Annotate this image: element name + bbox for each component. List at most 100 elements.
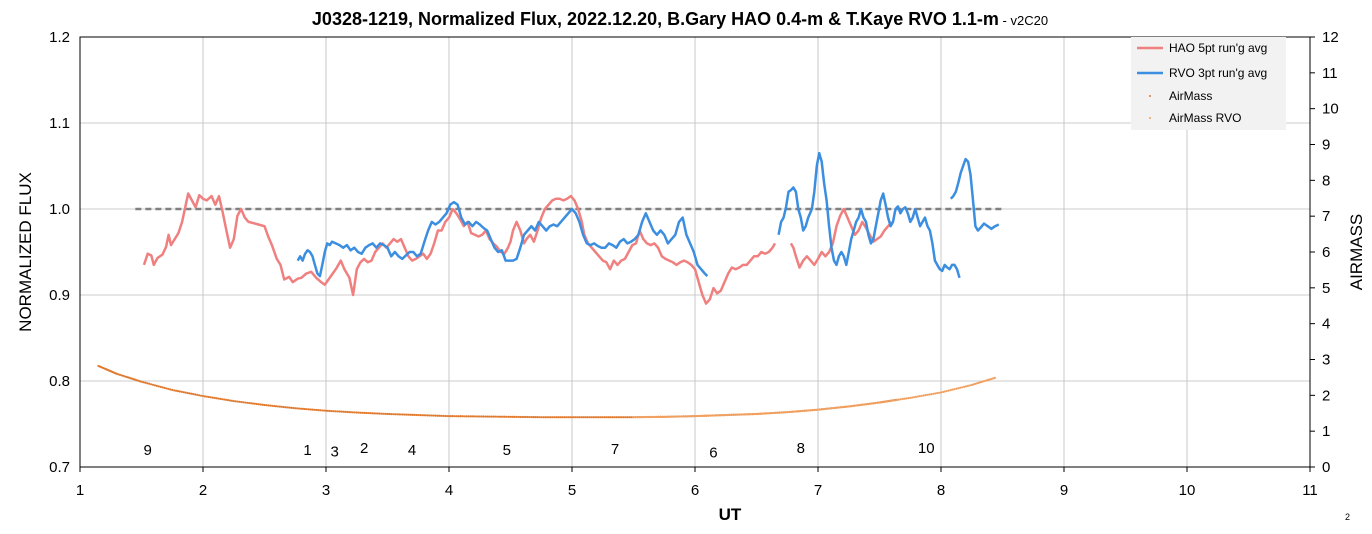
airmass-point	[803, 409, 806, 412]
airmass-point	[540, 416, 543, 419]
airmass-point	[199, 394, 203, 397]
airmass-point	[342, 410, 345, 413]
airmass-point	[653, 415, 656, 419]
airmass-point	[278, 405, 281, 408]
airmass-point	[290, 406, 293, 409]
annotation-labels: 9 1 3 2 4 5 7 6 8 10	[143, 440, 934, 461]
airmass-point	[555, 416, 558, 419]
airmass-point	[497, 415, 501, 418]
airmass-point	[434, 414, 437, 417]
x-tick-label: 8	[937, 482, 945, 499]
airmass-point	[749, 413, 752, 416]
airmass-point	[438, 414, 441, 417]
airmass-point	[740, 413, 743, 416]
airmass-point	[211, 396, 214, 399]
airmass-point	[716, 414, 720, 417]
airmass-point	[228, 399, 232, 402]
airmass-point	[378, 412, 381, 415]
y-tick-label: 0.7	[49, 459, 70, 476]
airmass-point	[826, 407, 829, 410]
airmass-point	[609, 416, 612, 419]
airmass-point	[415, 413, 418, 417]
airmass-point	[221, 398, 224, 401]
airmass-point	[849, 405, 852, 408]
airmass-point	[319, 409, 322, 412]
airmass-point	[780, 411, 783, 414]
airmass-point	[488, 415, 491, 418]
airmass-point	[880, 401, 883, 404]
airmass-point	[445, 414, 449, 418]
x-tick-label: 1	[76, 482, 84, 499]
airmass-point	[624, 416, 627, 419]
airmass-point	[557, 416, 560, 419]
airmass-point	[392, 413, 395, 416]
airmass-point	[611, 416, 614, 419]
airmass-point	[576, 416, 579, 419]
airmass-point	[472, 415, 476, 418]
airmass-point	[465, 415, 468, 418]
airmass-point	[248, 401, 251, 405]
airmass-point	[503, 415, 506, 418]
airmass-point	[519, 415, 522, 419]
airmass-point	[578, 416, 581, 419]
airmass-point	[280, 405, 283, 408]
airmass-point	[911, 396, 914, 399]
airmass-point	[743, 413, 747, 416]
airmass-point	[363, 411, 366, 414]
airmass-point	[372, 412, 376, 415]
airmass-point	[824, 407, 827, 410]
airmass-point	[595, 416, 599, 419]
airmass-point	[528, 415, 531, 419]
airmass-point	[693, 415, 697, 418]
legend-marker-airmass-rvo	[1149, 117, 1151, 119]
x-tick-label: 6	[691, 482, 699, 499]
airmass-point	[670, 415, 674, 418]
airmass-point	[150, 383, 153, 386]
y2-tick-label: 6	[1322, 244, 1330, 261]
airmass-point	[349, 411, 353, 414]
airmass-point	[217, 397, 220, 400]
airmass-point	[238, 400, 241, 403]
airmass-point	[361, 411, 364, 414]
airmass-point	[920, 394, 923, 397]
airmass-point	[140, 380, 143, 383]
legend-box	[1131, 37, 1286, 130]
airmass-point	[884, 400, 887, 403]
airmass-point	[161, 386, 164, 389]
airmass-point	[851, 404, 854, 408]
airmass-point	[680, 415, 683, 418]
airmass-point	[814, 408, 818, 411]
airmass-point	[711, 414, 714, 417]
airmass-point	[563, 416, 566, 419]
airmass-point	[788, 410, 791, 414]
airmass-point	[718, 414, 722, 417]
airmass-point	[786, 411, 789, 414]
airmass-point	[273, 404, 276, 408]
airmass-point	[888, 399, 891, 403]
airmass-layer	[97, 364, 996, 419]
airmass-point	[643, 415, 647, 419]
airmass-point	[838, 406, 841, 409]
airmass-point	[411, 413, 414, 416]
airmass-point	[947, 389, 950, 392]
airmass-point	[330, 409, 333, 413]
airmass-point	[271, 404, 274, 407]
airmass-point	[761, 412, 764, 415]
airmass-point	[461, 415, 464, 418]
rvo-flux-line	[296, 200, 709, 278]
airmass-point	[151, 383, 155, 386]
airmass-point	[705, 414, 708, 417]
airmass-point	[845, 405, 848, 408]
airmass-point	[567, 416, 570, 419]
airmass-point	[213, 396, 216, 400]
airmass-point	[661, 415, 664, 418]
airmass-point	[336, 410, 339, 413]
airmass-point	[534, 416, 537, 419]
airmass-point	[284, 406, 287, 409]
airmass-point	[951, 388, 954, 391]
airmass-point	[451, 415, 454, 418]
airmass-point	[899, 398, 902, 401]
airmass-point	[703, 414, 706, 417]
annotation-label: 6	[709, 444, 717, 461]
airmass-point	[651, 415, 654, 419]
